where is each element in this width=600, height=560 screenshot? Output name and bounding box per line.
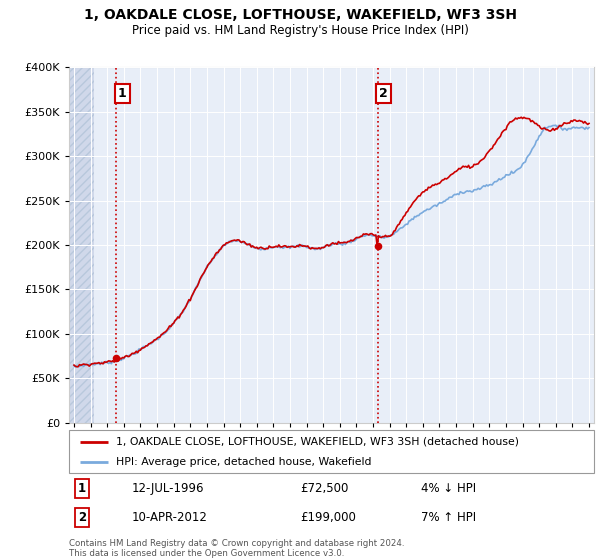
Text: 2: 2 bbox=[379, 87, 388, 100]
Text: 7% ↑ HPI: 7% ↑ HPI bbox=[421, 511, 476, 524]
Text: HPI: Average price, detached house, Wakefield: HPI: Average price, detached house, Wake… bbox=[116, 458, 372, 467]
Text: Price paid vs. HM Land Registry's House Price Index (HPI): Price paid vs. HM Land Registry's House … bbox=[131, 24, 469, 36]
Text: £72,500: £72,500 bbox=[300, 482, 349, 495]
Text: 10-APR-2012: 10-APR-2012 bbox=[132, 511, 208, 524]
Text: 1, OAKDALE CLOSE, LOFTHOUSE, WAKEFIELD, WF3 3SH: 1, OAKDALE CLOSE, LOFTHOUSE, WAKEFIELD, … bbox=[83, 8, 517, 22]
Text: 1: 1 bbox=[118, 87, 127, 100]
Point bbox=[373, 241, 382, 250]
Text: 12-JUL-1996: 12-JUL-1996 bbox=[132, 482, 205, 495]
Text: 4% ↓ HPI: 4% ↓ HPI bbox=[421, 482, 476, 495]
Text: 1, OAKDALE CLOSE, LOFTHOUSE, WAKEFIELD, WF3 3SH (detached house): 1, OAKDALE CLOSE, LOFTHOUSE, WAKEFIELD, … bbox=[116, 437, 519, 447]
Bar bbox=[69, 67, 94, 423]
Text: 1: 1 bbox=[78, 482, 86, 495]
Text: 2: 2 bbox=[78, 511, 86, 524]
Text: Contains HM Land Registry data © Crown copyright and database right 2024.
This d: Contains HM Land Registry data © Crown c… bbox=[69, 539, 404, 558]
FancyBboxPatch shape bbox=[69, 430, 594, 473]
Text: £199,000: £199,000 bbox=[300, 511, 356, 524]
Point bbox=[111, 354, 121, 363]
